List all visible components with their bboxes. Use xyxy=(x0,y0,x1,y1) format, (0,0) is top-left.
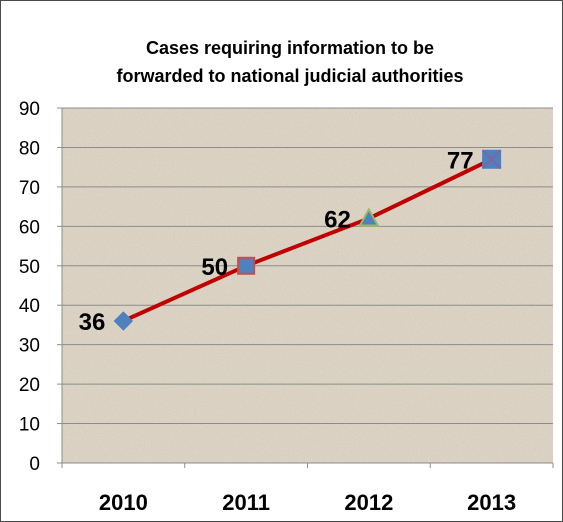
y-tick-label: 90 xyxy=(19,99,40,120)
y-tick-label: 30 xyxy=(19,336,40,357)
data-label: 36 xyxy=(79,309,106,336)
y-tick-label: 20 xyxy=(19,375,40,396)
y-tick-label: 50 xyxy=(19,257,40,278)
x-tick-label: 2010 xyxy=(99,490,148,515)
data-point xyxy=(238,258,254,274)
x-tick-label: 2012 xyxy=(344,490,393,515)
y-tick-label: 0 xyxy=(29,454,40,475)
y-tick-label: 10 xyxy=(19,415,40,436)
data-label: 77 xyxy=(447,147,474,174)
plot-area xyxy=(62,108,553,463)
data-label: 62 xyxy=(324,206,351,233)
y-tick-label: 60 xyxy=(19,217,40,238)
data-label: 50 xyxy=(201,254,228,281)
y-tick-label: 70 xyxy=(19,178,40,199)
y-tick-label: 80 xyxy=(19,138,40,159)
data-point xyxy=(483,150,501,168)
x-tick-label: 2011 xyxy=(222,490,270,515)
x-tick-label: 2013 xyxy=(467,490,516,515)
y-tick-label: 40 xyxy=(19,296,40,317)
